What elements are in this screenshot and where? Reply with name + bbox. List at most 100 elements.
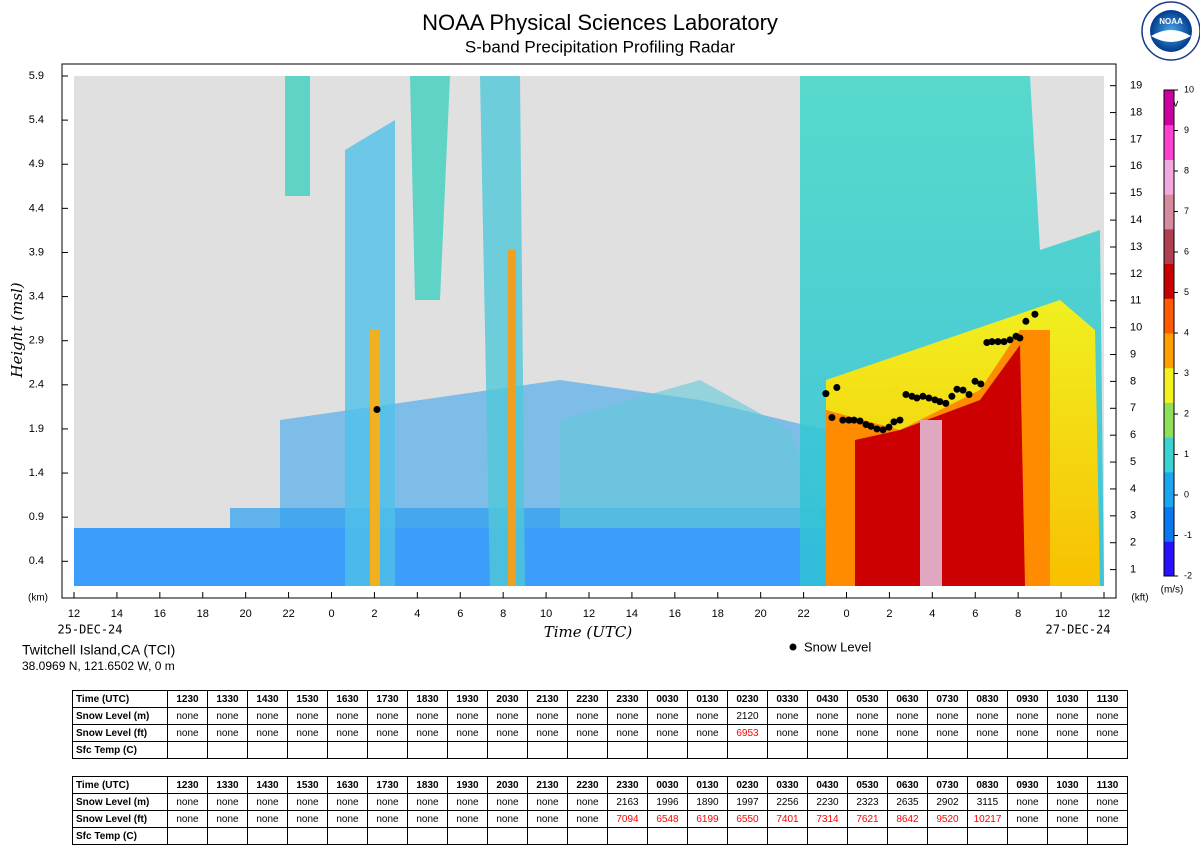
snow-level-point (1016, 334, 1024, 342)
colorbar-tick-label: 2 (1184, 408, 1189, 418)
y2-tick-label: 15 (1130, 187, 1142, 199)
y-tick-label: 2.4 (29, 379, 44, 391)
colorbar-segment (1164, 437, 1174, 473)
table-cell: none (567, 810, 608, 828)
table-cell: none (1087, 810, 1128, 828)
colorbar-segment (1164, 90, 1174, 126)
snow-level-point (885, 423, 893, 431)
table-row: Snow Level (m) none none none none none none no… (72, 793, 1128, 811)
x-tick-label: 0 (328, 608, 334, 620)
table-cell: 1130 (1087, 690, 1128, 708)
table-cell: none (967, 724, 1008, 742)
snow-level-point (919, 392, 927, 400)
table-cell (527, 827, 568, 845)
table-cell: 1230 (167, 690, 208, 708)
table-cell: 0430 (807, 776, 848, 794)
table-row: Time (UTC) 1230 1330 1430 1530 1630 1730 1830 19… (72, 776, 1128, 794)
colorbar-tick-label: 7 (1184, 206, 1189, 216)
table-cell: 9520 (927, 810, 968, 828)
y2-tick-label: 2 (1130, 537, 1136, 549)
table-cell: 1530 (287, 690, 328, 708)
table-cell: none (327, 793, 368, 811)
table-cell: 6548 (647, 810, 688, 828)
snow-level-point (890, 418, 898, 426)
table-cell: none (407, 810, 448, 828)
table-cell: 2230 (567, 776, 608, 794)
table-cell (1007, 741, 1048, 759)
x-tick-label: 20 (240, 608, 252, 620)
colorbar-tick-label: 8 (1184, 165, 1189, 175)
snow-level-point (850, 416, 858, 424)
table-cell: 1830 (407, 776, 448, 794)
table-cell: none (407, 707, 448, 725)
colorbar-tick-label: 3 (1184, 368, 1189, 378)
colorbar-tick-label: 6 (1184, 246, 1189, 256)
row-label: Time (UTC) (72, 776, 168, 794)
table-cell (167, 741, 208, 759)
table-cell: 1890 (687, 793, 728, 811)
snow-level-point (902, 391, 910, 399)
y2-tick-label: 11 (1130, 295, 1141, 307)
table-cell: none (887, 724, 928, 742)
colorbar-segment (1164, 263, 1174, 299)
row-label: Snow Level (ft) (72, 724, 168, 742)
table-cell: 2130 (527, 776, 568, 794)
table-cell: 2130 (527, 690, 568, 708)
table-cell (367, 827, 408, 845)
table-cell (487, 827, 528, 845)
table-cell: 1630 (327, 690, 368, 708)
table-cell: none (1047, 707, 1088, 725)
table-cell (207, 741, 248, 759)
colorbar-segment (1164, 402, 1174, 438)
end-date: 27-DEC-24 (1045, 623, 1110, 637)
colorbar-tick-label: 10 (1184, 84, 1194, 94)
table-cell: none (367, 810, 408, 828)
x-tick-label: 18 (712, 608, 724, 620)
table-cell: none (847, 724, 888, 742)
table-cell (527, 741, 568, 759)
snow-level-point (936, 398, 944, 406)
snow-level-point (828, 413, 836, 421)
table-cell: none (287, 793, 328, 811)
table-cell: none (527, 793, 568, 811)
table-cell: none (367, 724, 408, 742)
table-cell: none (567, 724, 608, 742)
table-cell: 7401 (767, 810, 808, 828)
table-cell (607, 741, 648, 759)
table-row: Sfc Temp (C) (72, 827, 1128, 845)
table-cell: none (1047, 810, 1088, 828)
x-tick-label: 6 (972, 608, 978, 620)
y2-tick-label: 7 (1130, 402, 1136, 414)
y2-tick-label: 19 (1130, 80, 1142, 92)
table-cell: none (327, 810, 368, 828)
table-cell: none (567, 793, 608, 811)
table-cell: none (287, 707, 328, 725)
table-cell: none (1007, 810, 1048, 828)
table-cell: 2635 (887, 793, 928, 811)
x-tick-label: 2 (371, 608, 377, 620)
start-date: 25-DEC-24 (57, 623, 122, 637)
snow-level-point (822, 390, 830, 398)
y-tick-label: 4.4 (29, 202, 44, 214)
y-axis-unit: (km) (28, 593, 48, 604)
x-tick-label: 2 (886, 608, 892, 620)
snow-level-point (959, 386, 967, 394)
x-tick-label: 12 (583, 608, 595, 620)
table-cell: none (607, 724, 648, 742)
table-cell: 1930 (447, 776, 488, 794)
table-cell: 2030 (487, 776, 528, 794)
table-cell (287, 741, 328, 759)
x-tick-label: 20 (755, 608, 767, 620)
table-cell: 0030 (647, 690, 688, 708)
table-cell (447, 741, 488, 759)
table-cell: none (1047, 793, 1088, 811)
table-cell (847, 741, 888, 759)
table-cell: none (927, 724, 968, 742)
snow-level-point (965, 391, 973, 399)
colorbar-tick-label: -1 (1184, 530, 1192, 540)
table-cell: none (327, 707, 368, 725)
table-cell: 1330 (207, 690, 248, 708)
table-cell (687, 741, 728, 759)
table-cell: 6199 (687, 810, 728, 828)
